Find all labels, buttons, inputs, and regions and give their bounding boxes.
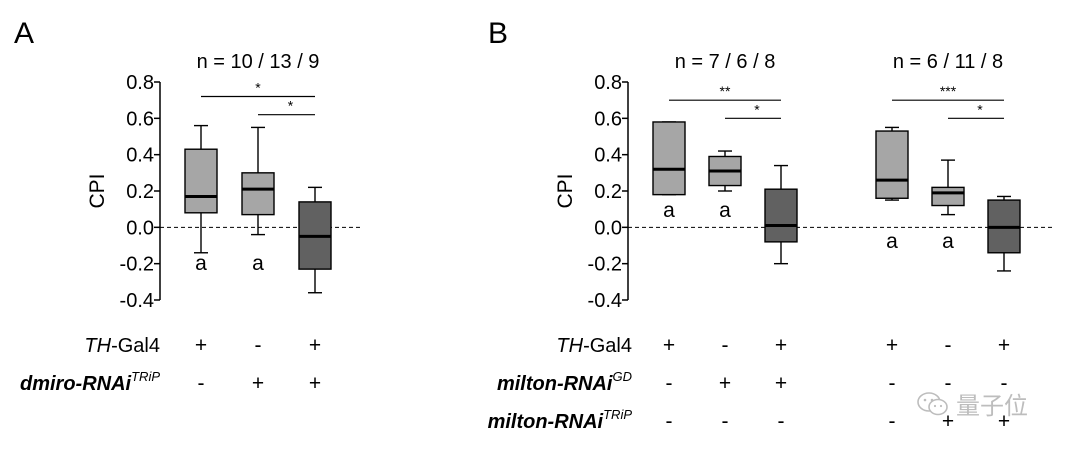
significance-label: * [977,101,983,117]
box [764,188,798,243]
y-tick-label: 0.0 [126,217,154,239]
y-tick-label: 0.8 [126,72,154,94]
genotype-sign: + [886,334,898,357]
genotype-sign: + [309,334,321,357]
y-tick-label: 0.2 [594,181,622,203]
genotype-label-italic: TH [84,335,111,357]
genotype-label-rest: -Gal4 [111,335,160,357]
y-axis-label: CPI [554,173,577,208]
genotype-sign: - [722,334,729,357]
genotype-label-superscript: GD [613,369,633,384]
watermark: 量子位 [916,386,1028,421]
genotype-sign: - [722,410,729,433]
y-tick-label: -0.4 [120,290,154,312]
genotype-sign: + [775,334,787,357]
y-tick-label: 0.6 [126,108,154,130]
significance-label: * [754,101,760,117]
n-label: n = 7 / 6 / 8 [675,51,776,73]
genotype-sign: - [198,372,205,395]
genotype-label-superscript: TRiP [603,407,632,422]
group-letter: a [886,230,898,253]
y-tick-label: 0.6 [594,108,622,130]
group-letter: a [719,199,731,222]
group-letter: a [252,252,264,275]
genotype-sign: + [252,372,264,395]
y-tick-label: 0.0 [594,217,622,239]
genotype-sign: + [775,372,787,395]
genotype-label: dmiro-RNAiTRiP [20,369,160,395]
genotype-sign: + [998,410,1010,433]
genotype-label: milton-RNAiTRiP [488,407,633,433]
significance-label: ** [720,83,731,99]
panel-letter: A [14,17,34,50]
genotype-sign: - [778,410,785,433]
genotype-sign: + [309,372,321,395]
y-tick-label: 0.4 [126,145,154,167]
y-tick-label: -0.2 [120,254,154,276]
genotype-label-italic: TH [556,335,583,357]
watermark-text: 量子位 [956,392,1028,420]
wechat-icon [917,391,948,415]
genotype-sign: - [666,372,673,395]
box [184,148,218,214]
genotype-sign: + [719,372,731,395]
genotype-sign: + [942,410,954,433]
genotype-label-italic: dmiro-RNAi [20,373,132,395]
genotype-sign: - [255,334,262,357]
genotype-label-italic: milton-RNAi [488,411,604,433]
genotype-label: TH-Gal4 [84,335,160,357]
genotype-sign: - [945,334,952,357]
genotype-sign: + [998,334,1010,357]
genotype-sign: - [945,372,952,395]
genotype-label-italic: milton-RNAi [497,373,613,395]
significance-label: * [288,98,294,114]
y-axis-label: CPI [86,173,109,208]
y-tick-label: -0.2 [588,254,622,276]
panel-letter: B [488,17,508,50]
box [652,121,686,196]
genotype-sign: - [889,410,896,433]
genotype-sign: - [889,372,896,395]
genotype-sign: - [666,410,673,433]
genotype-label-rest: -Gal4 [583,335,632,357]
group-letter: a [663,199,675,222]
n-label: n = 10 / 13 / 9 [197,51,320,73]
genotype-sign: - [1001,372,1008,395]
genotype-sign: + [195,334,207,357]
significance-label: *** [940,83,957,99]
box [931,186,965,207]
group-letter: a [942,230,954,253]
y-tick-label: 0.8 [594,72,622,94]
box [241,172,275,216]
y-tick-label: 0.4 [594,145,622,167]
group-letter: a [195,252,207,275]
box [875,130,909,199]
significance-label: * [255,80,261,96]
genotype-label: TH-Gal4 [556,335,632,357]
y-tick-label: -0.4 [588,290,622,312]
n-label: n = 6 / 11 / 8 [893,51,1003,73]
genotype-sign: + [663,334,675,357]
y-tick-label: 0.2 [126,181,154,203]
genotype-label: milton-RNAiGD [497,369,632,395]
genotype-label-superscript: TRiP [131,369,160,384]
